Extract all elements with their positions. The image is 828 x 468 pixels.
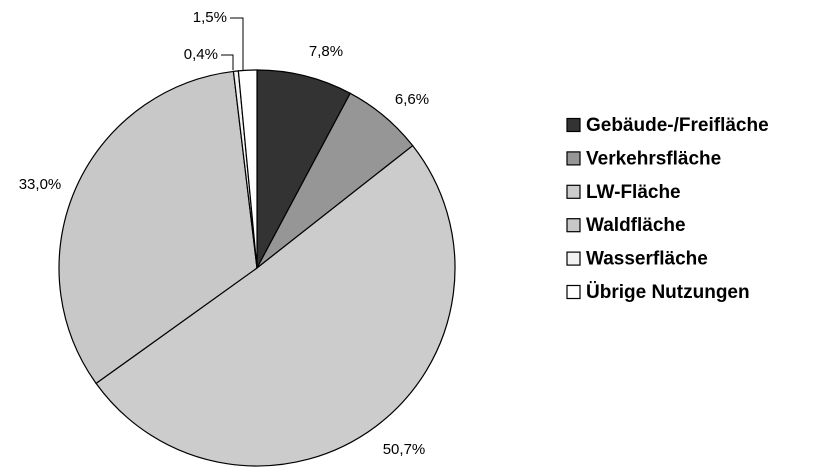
legend-swatch xyxy=(566,117,581,133)
pie-slice xyxy=(256,69,352,269)
pie-slice xyxy=(58,70,258,385)
data-label: 0,4% xyxy=(184,46,218,63)
legend-swatch xyxy=(566,218,581,233)
pie-slice xyxy=(95,144,456,467)
legend-swatch xyxy=(566,151,581,166)
legend-label: Verkehrsfläche xyxy=(586,148,721,169)
legend-label: LW-Fläche xyxy=(586,182,681,203)
leader-line xyxy=(230,17,244,70)
data-label: 50,7% xyxy=(383,441,426,458)
data-label: 1,5% xyxy=(193,9,227,26)
legend-label: Wasserfläche xyxy=(586,249,708,270)
data-label: 6,6% xyxy=(395,91,429,108)
data-label: 33,0% xyxy=(19,176,62,193)
legend-label: Übrige Nutzungen xyxy=(586,282,750,303)
legend-label: Waldfläche xyxy=(586,215,686,236)
data-label: 7,8% xyxy=(309,43,343,60)
pie-slice xyxy=(237,69,258,269)
legend-swatch xyxy=(566,184,581,199)
leader-line xyxy=(221,54,234,70)
legend-label: Gebäude-/Freifläche xyxy=(586,115,769,136)
legend-swatch xyxy=(566,251,581,266)
legend-swatch xyxy=(566,284,581,300)
